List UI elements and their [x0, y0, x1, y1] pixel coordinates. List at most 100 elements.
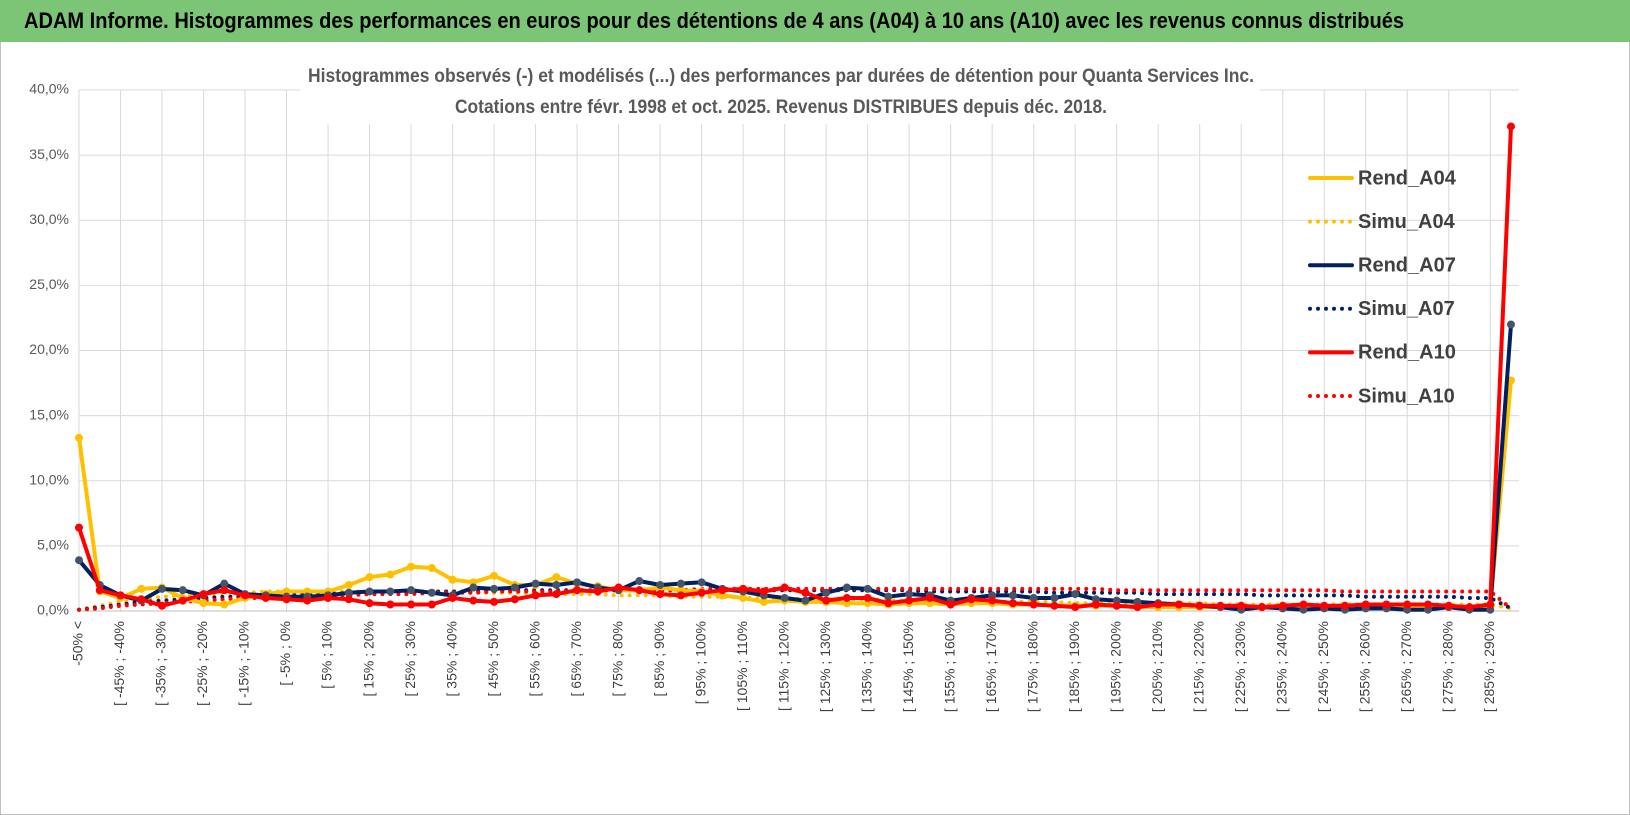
marker: [1361, 600, 1370, 609]
marker: [1465, 603, 1474, 612]
marker: [905, 590, 914, 599]
x-tick-label: [ 225% ; 230%: [1232, 621, 1248, 712]
marker: [573, 586, 582, 595]
marker: [531, 579, 540, 588]
marker: [407, 586, 416, 595]
marker: [614, 583, 623, 592]
legend-label: Rend_A07: [1358, 254, 1456, 276]
x-tick-label: [ 135% ; 140%: [858, 621, 874, 712]
marker: [988, 596, 997, 605]
x-tick-label: [ -15% ; -10%: [236, 621, 252, 706]
y-tick-label: 0,0%: [37, 602, 69, 618]
marker: [386, 600, 395, 609]
marker: [1507, 320, 1515, 329]
marker: [1112, 601, 1121, 610]
marker: [635, 577, 644, 586]
x-tick-label: [ 205% ; 210%: [1149, 621, 1165, 712]
x-tick-label: [ 145% ; 150%: [900, 621, 916, 712]
marker: [75, 556, 83, 565]
y-tick-label: 30,0%: [29, 211, 69, 227]
marker: [656, 590, 665, 599]
x-tick-label: [ 285% ; 290%: [1481, 621, 1497, 712]
marker: [220, 600, 229, 609]
x-tick-label: [ 115% ; 120%: [775, 621, 791, 711]
marker: [427, 600, 436, 609]
marker: [801, 596, 810, 605]
x-tick-label: [ -25% ; -20%: [194, 621, 210, 706]
marker: [635, 586, 644, 595]
marker: [884, 592, 893, 601]
marker: [448, 575, 457, 584]
marker: [697, 578, 706, 587]
marker: [490, 584, 499, 593]
marker: [1174, 600, 1183, 609]
x-tick-label: [ 65% ; 70%: [568, 621, 584, 697]
marker: [448, 593, 457, 602]
marker: [739, 593, 748, 602]
marker: [178, 586, 187, 595]
marker: [75, 523, 83, 532]
marker: [199, 590, 208, 599]
marker: [1008, 591, 1017, 600]
marker: [822, 588, 831, 597]
marker: [1154, 600, 1163, 609]
marker: [1340, 601, 1349, 610]
marker: [1257, 603, 1266, 612]
legend-label: Simu_A07: [1358, 298, 1455, 320]
marker: [1195, 601, 1204, 610]
marker: [199, 599, 208, 608]
marker: [676, 579, 685, 588]
marker: [490, 597, 499, 606]
marker: [1133, 603, 1142, 612]
header: ADAM Informe. Histogrammes des performan…: [24, 8, 1404, 33]
marker: [344, 588, 353, 597]
marker: [656, 580, 665, 589]
y-tick-label: 40,0%: [29, 81, 69, 97]
marker: [220, 586, 229, 595]
x-tick-label: [ 55% ; 60%: [526, 621, 542, 697]
marker: [759, 587, 768, 596]
legend-label: Simu_A10: [1358, 385, 1455, 407]
y-tick-label: 15,0%: [29, 406, 69, 422]
x-tick-label: [ 105% ; 110%: [734, 621, 750, 711]
x-tick-label: -50% <: [70, 621, 86, 666]
x-tick-label: [ -45% ; -40%: [111, 621, 127, 706]
marker: [1071, 603, 1080, 612]
marker: [1029, 600, 1038, 609]
x-tick-label: [ 195% ; 200%: [1107, 621, 1123, 712]
marker: [1299, 600, 1308, 609]
marker: [344, 595, 353, 604]
legend-label: Simu_A04: [1358, 211, 1456, 233]
marker: [884, 599, 893, 608]
marker: [1486, 600, 1495, 609]
marker: [1320, 601, 1329, 610]
marker: [531, 591, 540, 600]
marker: [510, 595, 519, 604]
marker: [1091, 600, 1100, 609]
marker: [178, 596, 187, 605]
marker: [676, 591, 685, 600]
marker: [158, 584, 167, 593]
marker: [261, 593, 270, 602]
marker: [718, 586, 727, 595]
marker: [1050, 601, 1059, 610]
marker: [282, 595, 291, 604]
marker: [75, 433, 83, 442]
marker: [593, 587, 602, 596]
legend-label: Rend_A10: [1358, 342, 1456, 364]
marker: [1071, 590, 1080, 599]
x-tick-label: [ 155% ; 160%: [941, 621, 957, 712]
marker: [1050, 593, 1059, 602]
marker: [863, 584, 872, 593]
marker: [1237, 601, 1246, 610]
marker: [552, 580, 561, 589]
marker: [95, 586, 104, 595]
legend-label: Rend_A04: [1358, 167, 1457, 189]
marker: [1507, 122, 1515, 131]
marker: [780, 593, 789, 602]
marker: [469, 583, 478, 592]
x-tick-label: [ 125% ; 130%: [817, 621, 833, 712]
marker: [905, 596, 914, 605]
